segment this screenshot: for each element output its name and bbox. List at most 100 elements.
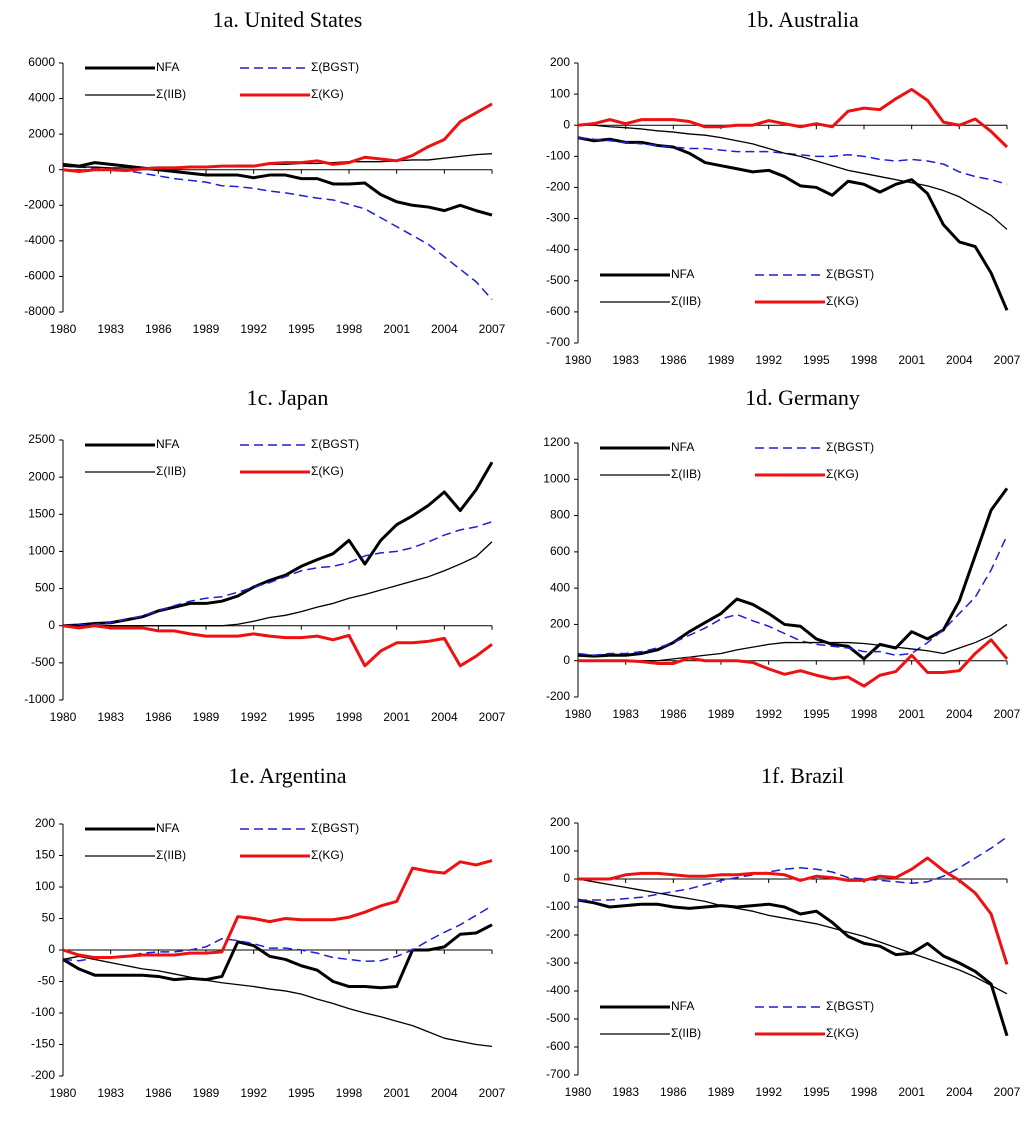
y-tick-label: -6000	[24, 269, 55, 283]
y-tick-label: 1500	[28, 506, 55, 520]
x-tick-label: 1986	[145, 710, 172, 724]
series-line	[577, 878, 1008, 995]
x-tick-label: 1983	[612, 707, 639, 721]
y-tick-label: -200	[546, 927, 570, 941]
legend-label: Σ(IIB)	[156, 87, 186, 101]
x-tick-label: 1989	[708, 353, 735, 367]
x-tick-label: 1995	[288, 1086, 315, 1100]
series-line	[577, 136, 1008, 186]
series-line	[578, 623, 1008, 662]
y-tick-label: 1200	[543, 435, 570, 449]
legend-label: NFA	[156, 60, 179, 74]
legend-label: Σ(KG)	[311, 87, 344, 101]
y-tick-label: 6000	[28, 55, 55, 69]
legend-label: Σ(IIB)	[156, 464, 186, 478]
y-tick-label: 200	[550, 617, 570, 631]
x-tick-label: 1980	[50, 322, 77, 336]
series-line	[577, 487, 1009, 661]
x-tick-label: 1980	[50, 710, 77, 724]
legend-label: Σ(IIB)	[671, 294, 701, 308]
x-tick-label: 1986	[660, 707, 687, 721]
legend-label: Σ(KG)	[311, 464, 344, 478]
legend-label: Σ(BGST)	[826, 267, 874, 281]
series-line	[62, 955, 493, 1048]
x-tick-label: 2007	[994, 707, 1021, 721]
x-tick-label: 1998	[336, 322, 363, 336]
y-tick-label: -2000	[24, 197, 55, 211]
y-tick-label: -100	[546, 899, 570, 913]
x-tick-label: 1980	[565, 1085, 592, 1099]
y-tick-label: -400	[546, 983, 570, 997]
y-tick-label: -600	[546, 304, 570, 318]
y-tick-label: -500	[31, 655, 55, 669]
x-tick-label: 1989	[708, 1085, 735, 1099]
y-tick-label: 0	[563, 653, 570, 667]
y-tick-label: -150	[31, 1037, 55, 1051]
x-tick-label: 1995	[803, 1085, 830, 1099]
series-line	[577, 136, 1009, 311]
x-tick-label: 1986	[660, 353, 687, 367]
x-tick-label: 2007	[479, 322, 506, 336]
y-tick-label: -1000	[24, 692, 55, 706]
x-tick-label: 1992	[755, 353, 782, 367]
x-tick-label: 1989	[193, 710, 220, 724]
series-line	[577, 535, 1008, 657]
legend-label: NFA	[156, 821, 179, 835]
chart-title: 1d. Germany	[745, 385, 860, 410]
chart-title: 1a. United States	[213, 7, 363, 32]
x-tick-label: 1986	[145, 322, 172, 336]
y-tick-label: 100	[550, 843, 570, 857]
legend-label: Σ(BGST)	[826, 999, 874, 1013]
legend-label: Σ(BGST)	[311, 437, 359, 451]
x-tick-label: 2004	[946, 353, 973, 367]
x-tick-label: 2001	[383, 322, 410, 336]
y-tick-label: 0	[563, 117, 570, 131]
x-tick-label: 1986	[145, 1086, 172, 1100]
x-tick-label: 2004	[946, 707, 973, 721]
y-tick-label: 50	[42, 911, 56, 925]
series-line	[578, 124, 1008, 230]
y-tick-label: 0	[563, 871, 570, 885]
legend-label: Σ(IIB)	[671, 1026, 701, 1040]
y-tick-label: -700	[546, 1067, 570, 1081]
x-tick-label: 2007	[994, 353, 1021, 367]
x-tick-label: 2001	[898, 1085, 925, 1099]
y-tick-label: -100	[31, 1005, 55, 1019]
series-line	[578, 856, 1009, 965]
x-tick-label: 1992	[240, 322, 267, 336]
y-tick-label: -200	[546, 180, 570, 194]
y-tick-label: -8000	[24, 304, 55, 318]
y-tick-label: 200	[550, 815, 570, 829]
x-tick-label: 1983	[612, 353, 639, 367]
legend-label: Σ(KG)	[826, 467, 859, 481]
x-tick-label: 1980	[50, 1086, 77, 1100]
legend-label: Σ(BGST)	[311, 821, 359, 835]
x-tick-label: 1989	[708, 707, 735, 721]
x-tick-label: 1992	[755, 1085, 782, 1099]
y-tick-label: 400	[550, 580, 570, 594]
y-tick-label: 200	[35, 816, 55, 830]
legend-label: Σ(BGST)	[826, 440, 874, 454]
y-tick-label: -4000	[24, 233, 55, 247]
y-tick-label: 500	[35, 581, 55, 595]
y-tick-label: -200	[546, 689, 570, 703]
y-tick-label: -400	[546, 242, 570, 256]
series-line	[62, 905, 493, 963]
series-line	[62, 923, 493, 990]
x-tick-label: 1992	[755, 707, 782, 721]
chart-title: 1c. Japan	[247, 385, 329, 410]
x-tick-label: 1995	[803, 707, 830, 721]
series-line	[62, 624, 493, 668]
x-tick-label: 1983	[97, 710, 124, 724]
y-tick-label: -300	[546, 955, 570, 969]
x-tick-label: 1986	[660, 1085, 687, 1099]
x-tick-label: 1989	[193, 322, 220, 336]
x-tick-label: 1980	[565, 353, 592, 367]
y-tick-label: 100	[35, 879, 55, 893]
x-tick-label: 1992	[240, 710, 267, 724]
series-line	[577, 898, 1009, 1037]
chart-title: 1b. Australia	[746, 7, 859, 32]
series-line	[62, 161, 493, 217]
y-tick-label: 200	[550, 55, 570, 69]
